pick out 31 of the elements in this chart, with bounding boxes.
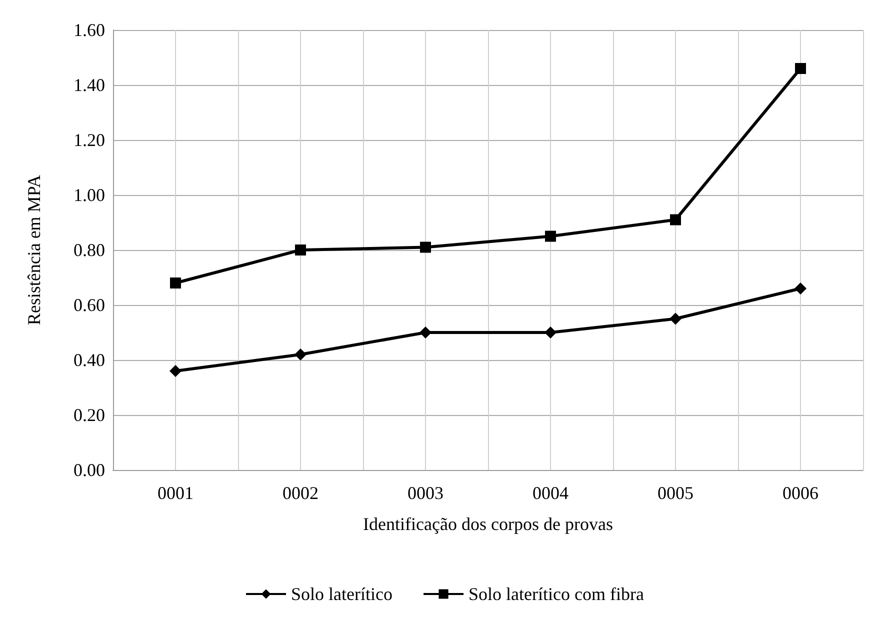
x-axis-title: Identificação dos corpos de provas	[363, 514, 613, 534]
x-tick-label: 0002	[282, 483, 318, 503]
y-tick-label: 0.20	[74, 405, 105, 425]
y-tick-label: 1.40	[74, 75, 105, 95]
point	[170, 365, 182, 377]
point	[295, 244, 306, 256]
y-tick-label: 1.60	[74, 20, 105, 40]
point	[294, 348, 306, 360]
y-tick-label: 0.80	[74, 240, 105, 260]
point	[544, 326, 556, 338]
x-tick-label: 0005	[658, 483, 694, 503]
point	[420, 242, 431, 253]
point	[670, 312, 682, 325]
x-tick-label: 0001	[158, 483, 194, 503]
x-tick-label: 0003	[408, 483, 444, 503]
x-tick-label: 0006	[782, 483, 818, 503]
point	[795, 63, 806, 74]
y-axis-title: Resistência em MPA	[24, 174, 44, 326]
y-tick-label: 1.00	[74, 185, 105, 205]
point	[420, 326, 432, 338]
x-tick-label: 0004	[532, 483, 568, 503]
point	[545, 230, 556, 242]
y-tick-label: 1.20	[74, 130, 105, 150]
y-tick-label: 0.60	[74, 295, 105, 315]
point	[794, 282, 806, 294]
point	[170, 278, 181, 288]
legend-label: Solo laterítico	[291, 584, 393, 604]
point	[670, 214, 681, 226]
y-tick-label: 0.40	[74, 350, 105, 370]
y-tick-label: 0.00	[74, 460, 105, 480]
legend-label: Solo laterítico com fibra	[468, 584, 644, 604]
